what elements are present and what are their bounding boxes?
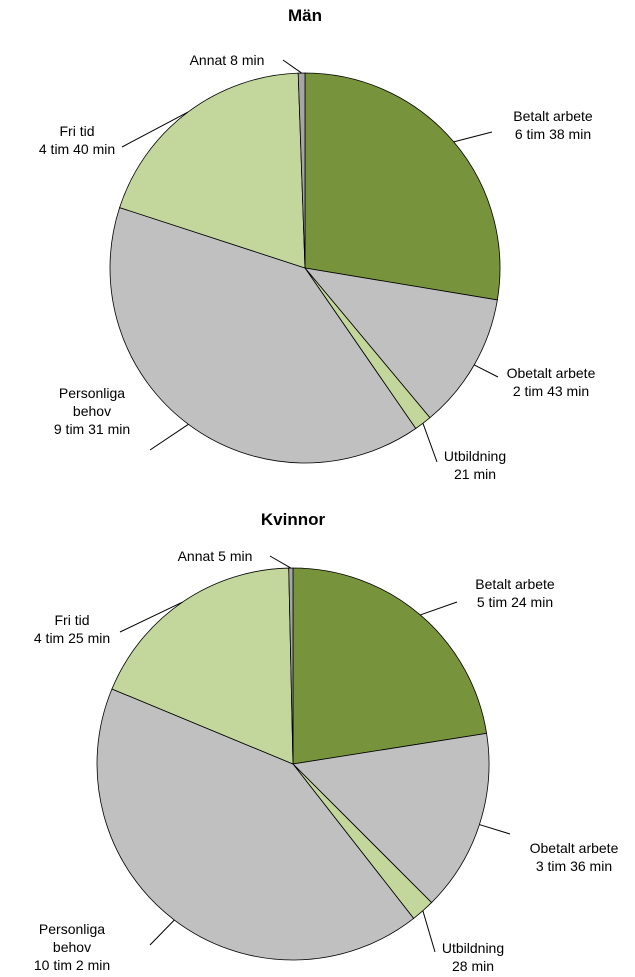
value-label: 5 tim 24 min: [476, 594, 554, 610]
slice-label: Obetalt arbete 2 tim 43 min: [507, 364, 596, 400]
category-label: Fri tid: [54, 612, 90, 628]
value-label: 21 min: [453, 466, 497, 482]
category-label: Betalt arbete: [475, 576, 555, 592]
pie-slice: [304, 267, 498, 419]
category-label: Utbildning: [443, 448, 507, 464]
pie-slice: [119, 72, 306, 269]
value-label: 5 min: [218, 548, 253, 564]
value-label: 6 tim 38 min: [514, 126, 592, 142]
leader-line: [119, 601, 183, 633]
category-label: Annat: [189, 52, 227, 68]
slice-label: Betalt arbete 5 tim 24 min: [475, 575, 554, 611]
slice-label: Personliga behov 9 tim 31 min: [47, 384, 137, 438]
value-label: 3 tim 36 min: [535, 858, 613, 874]
slice-label: Annat 8 min: [190, 51, 265, 69]
pie-slice: [304, 72, 501, 301]
leader-line: [474, 364, 499, 378]
chart-title: Kvinnor: [260, 510, 326, 529]
category-label: Obetalt arbete: [529, 840, 619, 856]
value-label: 4 tim 40 min: [38, 141, 116, 157]
category-label: Betalt arbete: [513, 108, 593, 124]
slice-label: Utbildning 28 min: [442, 939, 504, 975]
value-label: 10 tim 2 min: [33, 957, 111, 973]
pie-slice: [96, 688, 415, 961]
category-label: Personliga behov: [58, 385, 126, 419]
pie-slice: [292, 567, 488, 765]
leader-line: [420, 601, 458, 616]
slice-label: Fri tid 4 tim 40 min: [39, 122, 115, 158]
leader-line: [269, 555, 292, 569]
slice-label: Betalt arbete 6 tim 38 min: [513, 107, 592, 143]
slice-label: Fri tid 4 tim 25 min: [34, 611, 110, 647]
slice-label: Annat 5 min: [178, 547, 253, 565]
leader-line: [149, 919, 175, 946]
pie-slice: [109, 207, 417, 464]
category-label: Annat: [177, 548, 215, 564]
value-label: 8 min: [230, 52, 265, 68]
slice-label: Obetalt arbete 3 tim 36 min: [530, 839, 619, 875]
value-label: 2 tim 43 min: [512, 383, 590, 399]
leader-line: [149, 423, 189, 451]
category-label: Personliga behov: [38, 921, 106, 955]
slice-label: Personliga behov 10 tim 2 min: [27, 920, 117, 974]
category-label: Fri tid: [59, 123, 95, 139]
category-label: Utbildning: [441, 940, 505, 956]
category-label: Obetalt arbete: [506, 365, 596, 381]
leader-line: [453, 131, 493, 143]
value-label: 9 tim 31 min: [53, 421, 131, 437]
value-label: 28 min: [451, 958, 495, 974]
leader-line: [121, 111, 188, 148]
leader-line: [422, 423, 438, 463]
leader-line: [479, 824, 511, 835]
pie-slice: [111, 567, 294, 765]
leader-line: [282, 59, 302, 74]
value-label: 4 tim 25 min: [33, 630, 111, 646]
slice-label: Utbildning 21 min: [444, 447, 506, 483]
chart-title: Män: [288, 6, 322, 25]
leader-line: [422, 910, 436, 953]
